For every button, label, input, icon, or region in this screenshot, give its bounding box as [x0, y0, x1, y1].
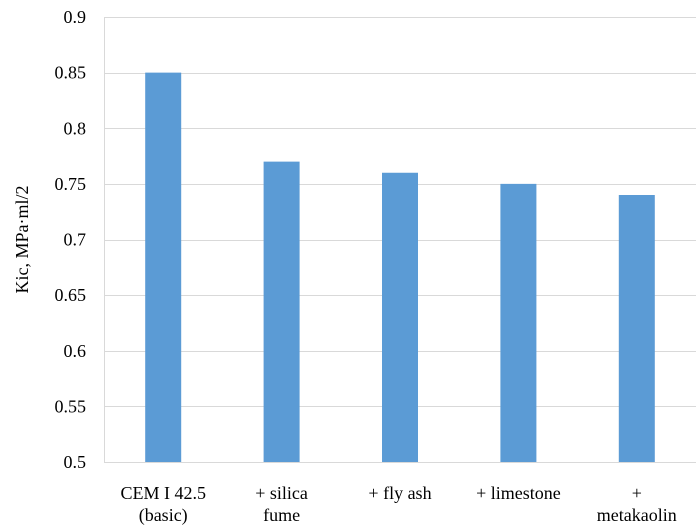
bar-4	[618, 195, 655, 462]
y-tick-label: 0.9	[64, 7, 87, 27]
y-tick-labels: 0.5 0.55 0.6 0.65 0.7 0.75 0.8 0.85 0.9	[55, 7, 87, 472]
x-tick-label-line: CEM I 42.5	[120, 483, 206, 503]
y-tick-label: 0.55	[55, 396, 87, 416]
x-tick-label-line: + fly ash	[368, 483, 431, 503]
x-tick-label: + limestone	[476, 483, 561, 503]
x-tick-label-line: (basic)	[139, 505, 188, 526]
bars	[145, 72, 655, 462]
bar-3	[500, 183, 537, 462]
x-tick-label-line: metakaolin	[597, 505, 677, 525]
y-tick-label: 0.5	[64, 452, 87, 472]
x-tick-label: + fly ash	[368, 483, 431, 503]
x-tick-label: CEM I 42.5 (basic)	[120, 483, 206, 526]
x-tick-label-line: +	[632, 483, 642, 503]
x-tick-label-line: fume	[263, 505, 300, 525]
y-tick-label: 0.7	[64, 230, 87, 250]
x-tick-label: + silica fume	[255, 483, 308, 525]
x-tick-label-line: + silica	[255, 483, 308, 503]
y-tick-label: 0.85	[55, 63, 87, 83]
y-tick-label: 0.6	[64, 341, 87, 361]
bar-1	[263, 161, 300, 462]
bar-0	[145, 72, 182, 462]
x-tick-label-line: + limestone	[476, 483, 561, 503]
y-tick-label: 0.8	[64, 118, 87, 138]
bar-2	[382, 172, 418, 462]
y-axis-title: Kic, MPa·ml/2	[12, 186, 32, 294]
x-tick-label: + metakaolin	[597, 483, 677, 525]
x-tick-labels: CEM I 42.5 (basic) + silica fume + fly ash + …	[120, 483, 676, 526]
y-tick-label: 0.65	[55, 285, 87, 305]
y-tick-label: 0.75	[55, 174, 87, 194]
